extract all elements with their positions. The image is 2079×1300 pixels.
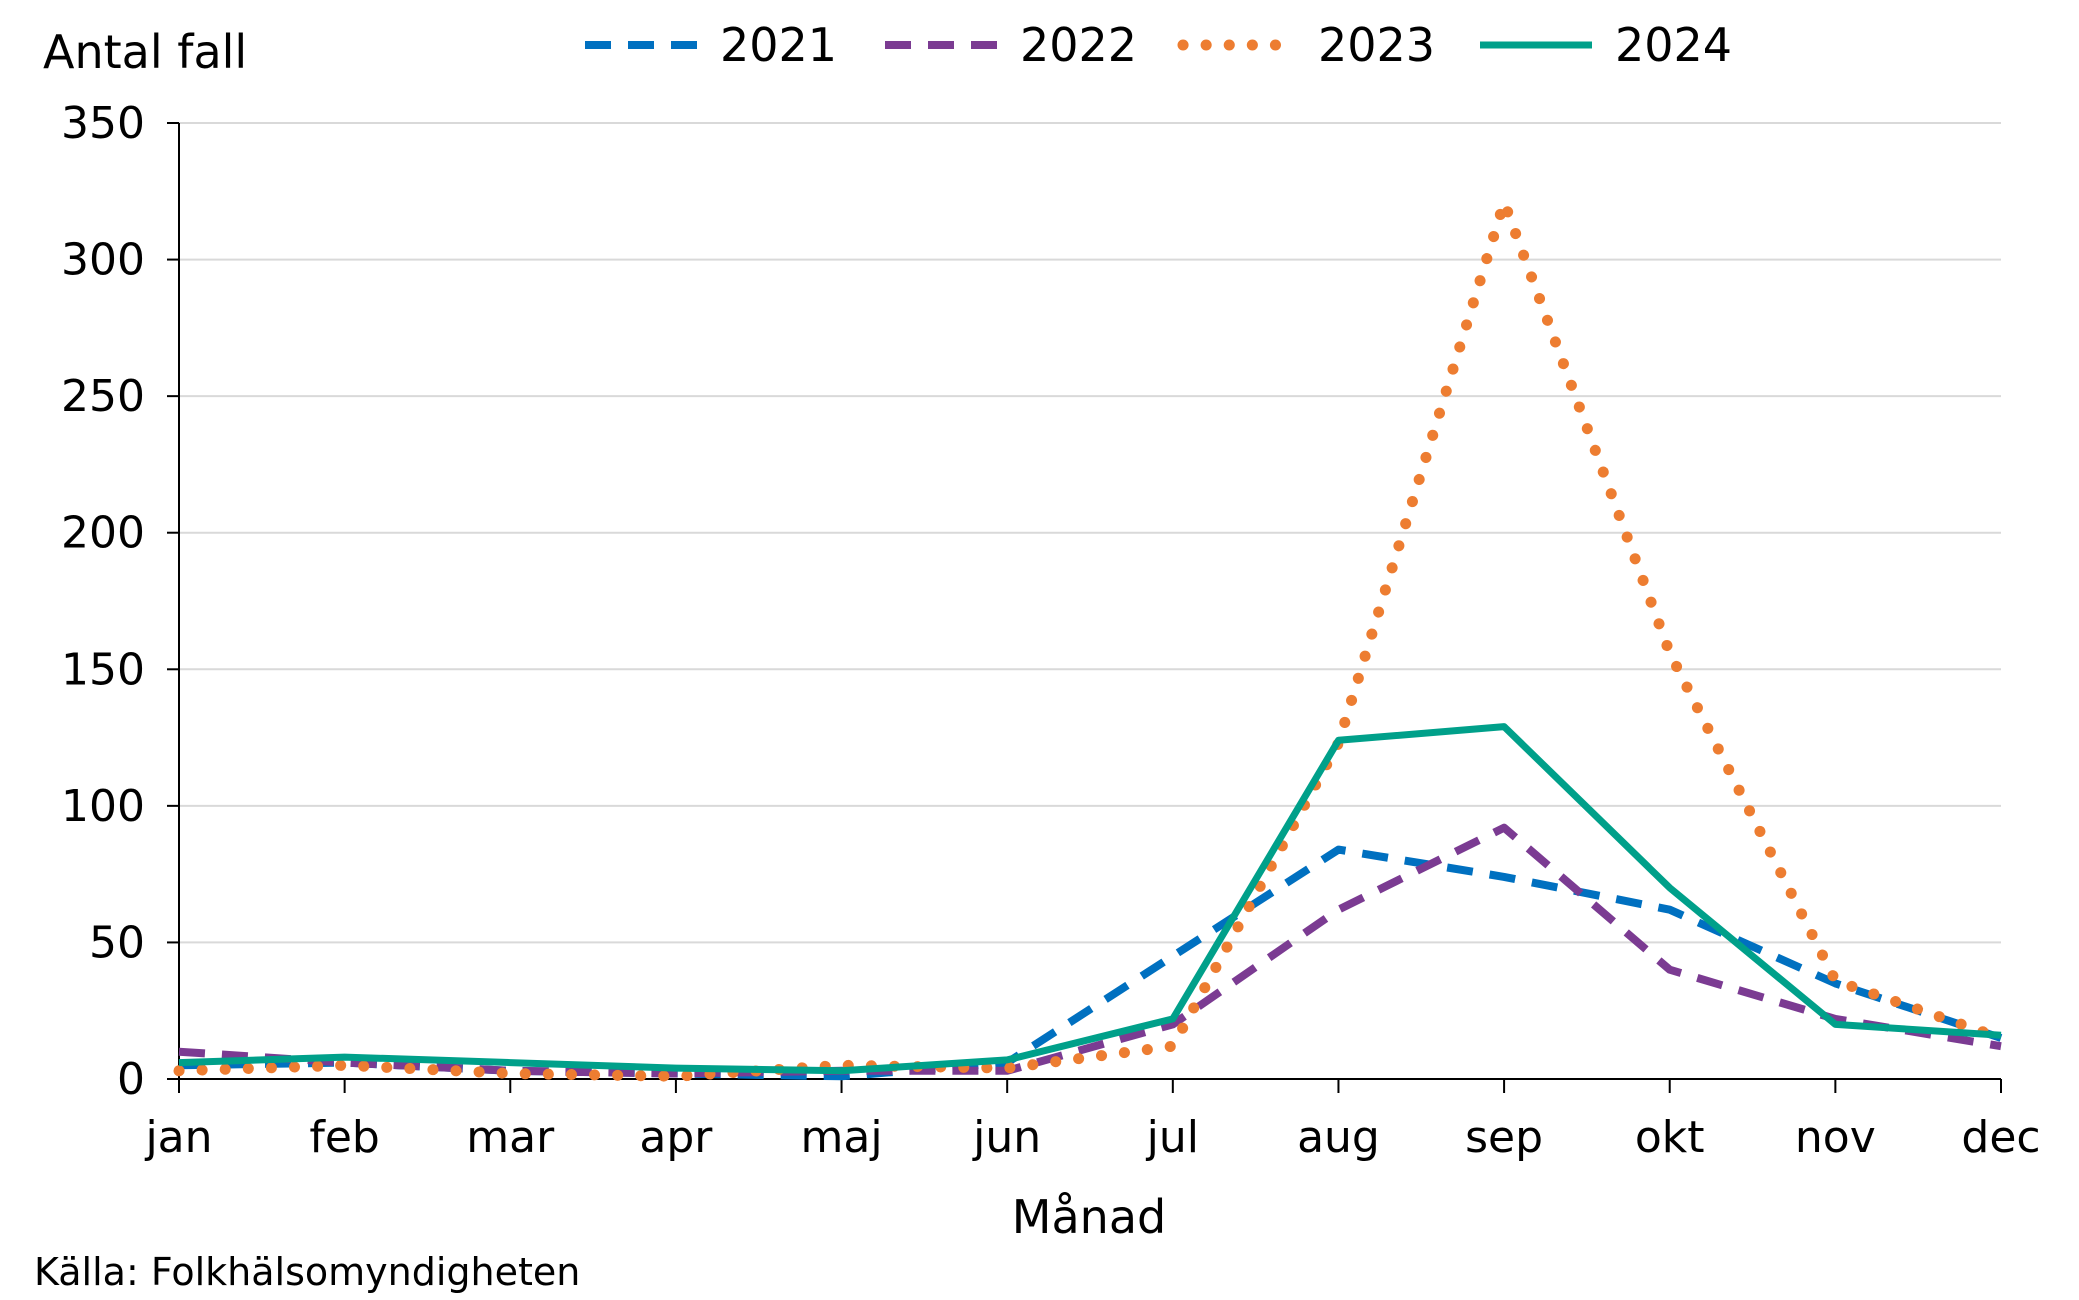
x-tick-label: sep (1465, 1112, 1543, 1163)
series-line-2024 (178, 723, 2002, 1075)
x-axis-label: Månad (1012, 1190, 1166, 1244)
x-tick-label: apr (639, 1112, 713, 1163)
x-tick-label: dec (1961, 1112, 2040, 1163)
y-tick-label: 300 (61, 235, 145, 286)
x-tick-label: jan (144, 1112, 212, 1163)
legend: 2021 2022 2023 2024 (585, 18, 1732, 72)
x-tick-label: okt (1635, 1112, 1705, 1163)
gridlines (179, 122, 2001, 944)
source-note: Källa: Folkhälsomyndigheten (34, 1250, 581, 1294)
series-line-2023 (173, 196, 2007, 1082)
legend-label-2023: 2023 (1318, 18, 1435, 72)
legend-label-2022: 2022 (1020, 18, 1137, 72)
x-tick-label: jul (1146, 1112, 1199, 1163)
series-lines (173, 196, 2007, 1082)
x-tick-label: nov (1795, 1112, 1876, 1163)
y-axis-ticks: 0 50 100 150 200 250 300 350 (61, 98, 179, 1105)
y-tick-label: 100 (61, 781, 145, 832)
x-tick-label: mar (466, 1112, 555, 1163)
y-tick-label: 150 (61, 644, 145, 695)
x-tick-label: jun (972, 1112, 1041, 1163)
x-tick-label: maj (801, 1112, 883, 1163)
y-axis-label: Antal fall (43, 25, 247, 79)
y-tick-label: 350 (61, 98, 145, 149)
legend-label-2021: 2021 (720, 18, 837, 72)
y-tick-label: 0 (117, 1054, 145, 1105)
y-tick-label: 200 (61, 508, 145, 559)
x-axis-ticks: jan feb mar apr maj jun jul aug sep okt nov dec (144, 1079, 2041, 1163)
y-tick-label: 50 (89, 917, 145, 968)
x-tick-label: feb (309, 1112, 380, 1163)
y-tick-label: 250 (61, 371, 145, 422)
legend-label-2024: 2024 (1615, 18, 1732, 72)
x-tick-label: aug (1297, 1112, 1380, 1163)
